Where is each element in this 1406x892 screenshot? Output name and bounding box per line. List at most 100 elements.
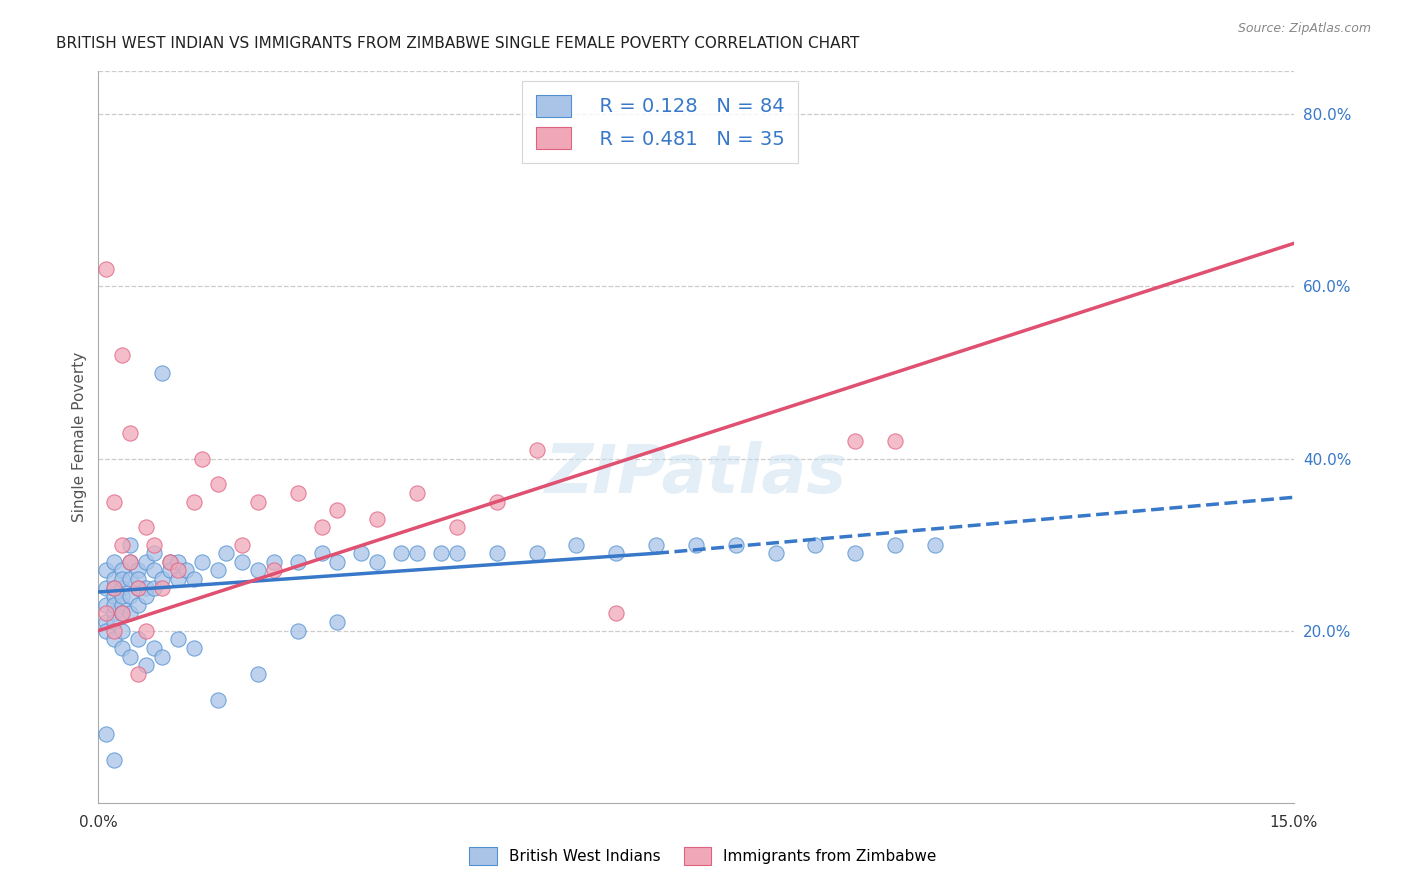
Point xyxy=(167,632,190,647)
Point xyxy=(150,649,173,664)
Point xyxy=(215,546,238,560)
Point xyxy=(111,581,134,595)
Point xyxy=(135,555,157,569)
Point xyxy=(143,538,166,552)
Point xyxy=(287,486,309,500)
Text: BRITISH WEST INDIAN VS IMMIGRANTS FROM ZIMBABWE SINGLE FEMALE POVERTY CORRELATIO: BRITISH WEST INDIAN VS IMMIGRANTS FROM Z… xyxy=(56,36,859,51)
Point xyxy=(174,564,197,578)
Point xyxy=(143,564,166,578)
Point xyxy=(150,572,173,586)
Point xyxy=(389,546,412,560)
Point xyxy=(167,564,190,578)
Point xyxy=(311,546,333,560)
Point xyxy=(724,538,747,552)
Point xyxy=(366,512,388,526)
Point xyxy=(135,589,157,603)
Point xyxy=(127,598,149,612)
Point xyxy=(111,572,134,586)
Point xyxy=(120,589,142,603)
Point xyxy=(127,666,149,681)
Point xyxy=(103,555,125,569)
Point xyxy=(167,555,190,569)
Point xyxy=(231,555,253,569)
Point xyxy=(183,572,205,586)
Legend:   R = 0.128   N = 84,   R = 0.481   N = 35: R = 0.128 N = 84, R = 0.481 N = 35 xyxy=(523,81,797,163)
Point xyxy=(103,753,125,767)
Point xyxy=(111,640,134,655)
Point xyxy=(844,434,866,449)
Point xyxy=(311,520,333,534)
Point xyxy=(844,546,866,560)
Point xyxy=(111,607,134,621)
Point xyxy=(645,538,668,552)
Point xyxy=(884,538,907,552)
Text: Source: ZipAtlas.com: Source: ZipAtlas.com xyxy=(1237,22,1371,36)
Point xyxy=(485,494,508,508)
Point xyxy=(120,555,142,569)
Point xyxy=(103,589,125,603)
Point xyxy=(120,555,142,569)
Point xyxy=(111,589,134,603)
Point xyxy=(183,494,205,508)
Point xyxy=(135,520,157,534)
Point xyxy=(135,581,157,595)
Point xyxy=(111,348,134,362)
Point xyxy=(103,572,125,586)
Point xyxy=(103,615,125,629)
Point xyxy=(135,658,157,673)
Point xyxy=(765,546,787,560)
Point xyxy=(207,564,229,578)
Point xyxy=(263,555,285,569)
Point xyxy=(96,564,118,578)
Point xyxy=(350,546,373,560)
Point xyxy=(605,607,627,621)
Point xyxy=(159,564,181,578)
Point xyxy=(120,649,142,664)
Point xyxy=(565,538,588,552)
Point xyxy=(207,477,229,491)
Point xyxy=(150,366,173,380)
Point xyxy=(103,598,125,612)
Point xyxy=(326,555,349,569)
Point xyxy=(485,546,508,560)
Point xyxy=(111,564,134,578)
Point xyxy=(111,624,134,638)
Point xyxy=(231,538,253,552)
Point xyxy=(446,546,468,560)
Point xyxy=(143,546,166,560)
Point xyxy=(159,555,181,569)
Point xyxy=(127,581,149,595)
Point xyxy=(159,555,181,569)
Point xyxy=(111,607,134,621)
Point xyxy=(804,538,827,552)
Point xyxy=(103,624,125,638)
Point xyxy=(96,727,118,741)
Legend: British West Indians, Immigrants from Zimbabwe: British West Indians, Immigrants from Zi… xyxy=(463,841,943,871)
Point xyxy=(127,632,149,647)
Point xyxy=(111,598,134,612)
Point xyxy=(366,555,388,569)
Point xyxy=(924,538,946,552)
Point xyxy=(103,607,125,621)
Point xyxy=(150,581,173,595)
Point xyxy=(526,546,548,560)
Point xyxy=(96,624,118,638)
Point xyxy=(406,486,429,500)
Point xyxy=(120,538,142,552)
Point xyxy=(326,615,349,629)
Point xyxy=(207,692,229,706)
Point xyxy=(326,503,349,517)
Point xyxy=(127,564,149,578)
Point xyxy=(685,538,707,552)
Y-axis label: Single Female Poverty: Single Female Poverty xyxy=(72,352,87,522)
Point xyxy=(167,572,190,586)
Point xyxy=(96,262,118,277)
Point xyxy=(103,494,125,508)
Point xyxy=(135,624,157,638)
Point xyxy=(120,572,142,586)
Point xyxy=(120,607,142,621)
Point xyxy=(120,425,142,440)
Point xyxy=(191,555,214,569)
Point xyxy=(127,581,149,595)
Point xyxy=(96,607,118,621)
